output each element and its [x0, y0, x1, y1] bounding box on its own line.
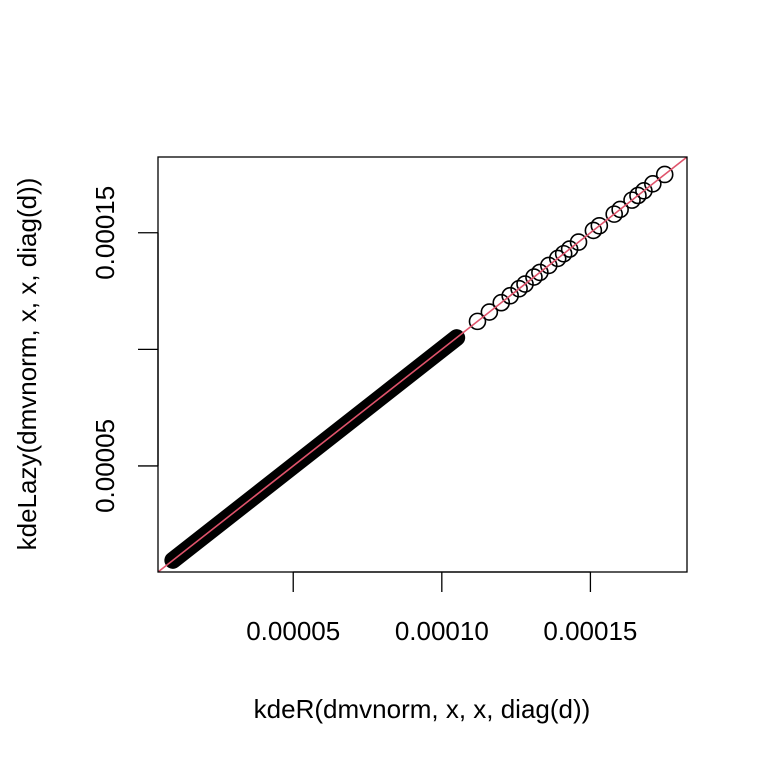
- data-point: [644, 175, 662, 193]
- data-point: [548, 249, 567, 268]
- y-tick-label: 0.00015: [90, 186, 120, 280]
- data-point: [629, 186, 647, 205]
- data-point: [516, 275, 534, 293]
- data-point: [501, 286, 519, 305]
- x-tick-label: 0.00005: [246, 616, 340, 646]
- data-point: [635, 182, 653, 200]
- reference-line: [157, 156, 688, 573]
- data-point: [623, 191, 641, 209]
- y-tick-label: 0.00005: [90, 419, 120, 513]
- data-point: [611, 200, 629, 219]
- data-point: [510, 279, 528, 298]
- x-axis-label: kdeR(dmvnorm, x, x, diag(d)): [254, 694, 591, 724]
- data-point: [468, 312, 487, 331]
- data-point: [492, 293, 511, 312]
- data-point: [525, 268, 543, 286]
- data-point: [590, 216, 609, 235]
- data-point: [655, 165, 674, 184]
- y-axis: 0.00005 0.00015: [90, 186, 159, 513]
- data-point: [584, 221, 603, 240]
- data-point: [531, 263, 549, 282]
- data-point: [560, 240, 579, 258]
- data-point: [480, 303, 499, 321]
- x-axis: 0.00005 0.00010 0.00015: [246, 571, 637, 646]
- data-point: [569, 233, 588, 251]
- reference-line-layer: [157, 156, 688, 573]
- data-point: [540, 256, 558, 275]
- y-axis-label: kdeLazy(dmvnorm, x, x, diag(d)): [12, 178, 42, 551]
- x-tick-label: 0.00015: [543, 616, 637, 646]
- data-point: [605, 205, 623, 223]
- data-point: [554, 244, 573, 263]
- x-tick-label: 0.00010: [395, 616, 489, 646]
